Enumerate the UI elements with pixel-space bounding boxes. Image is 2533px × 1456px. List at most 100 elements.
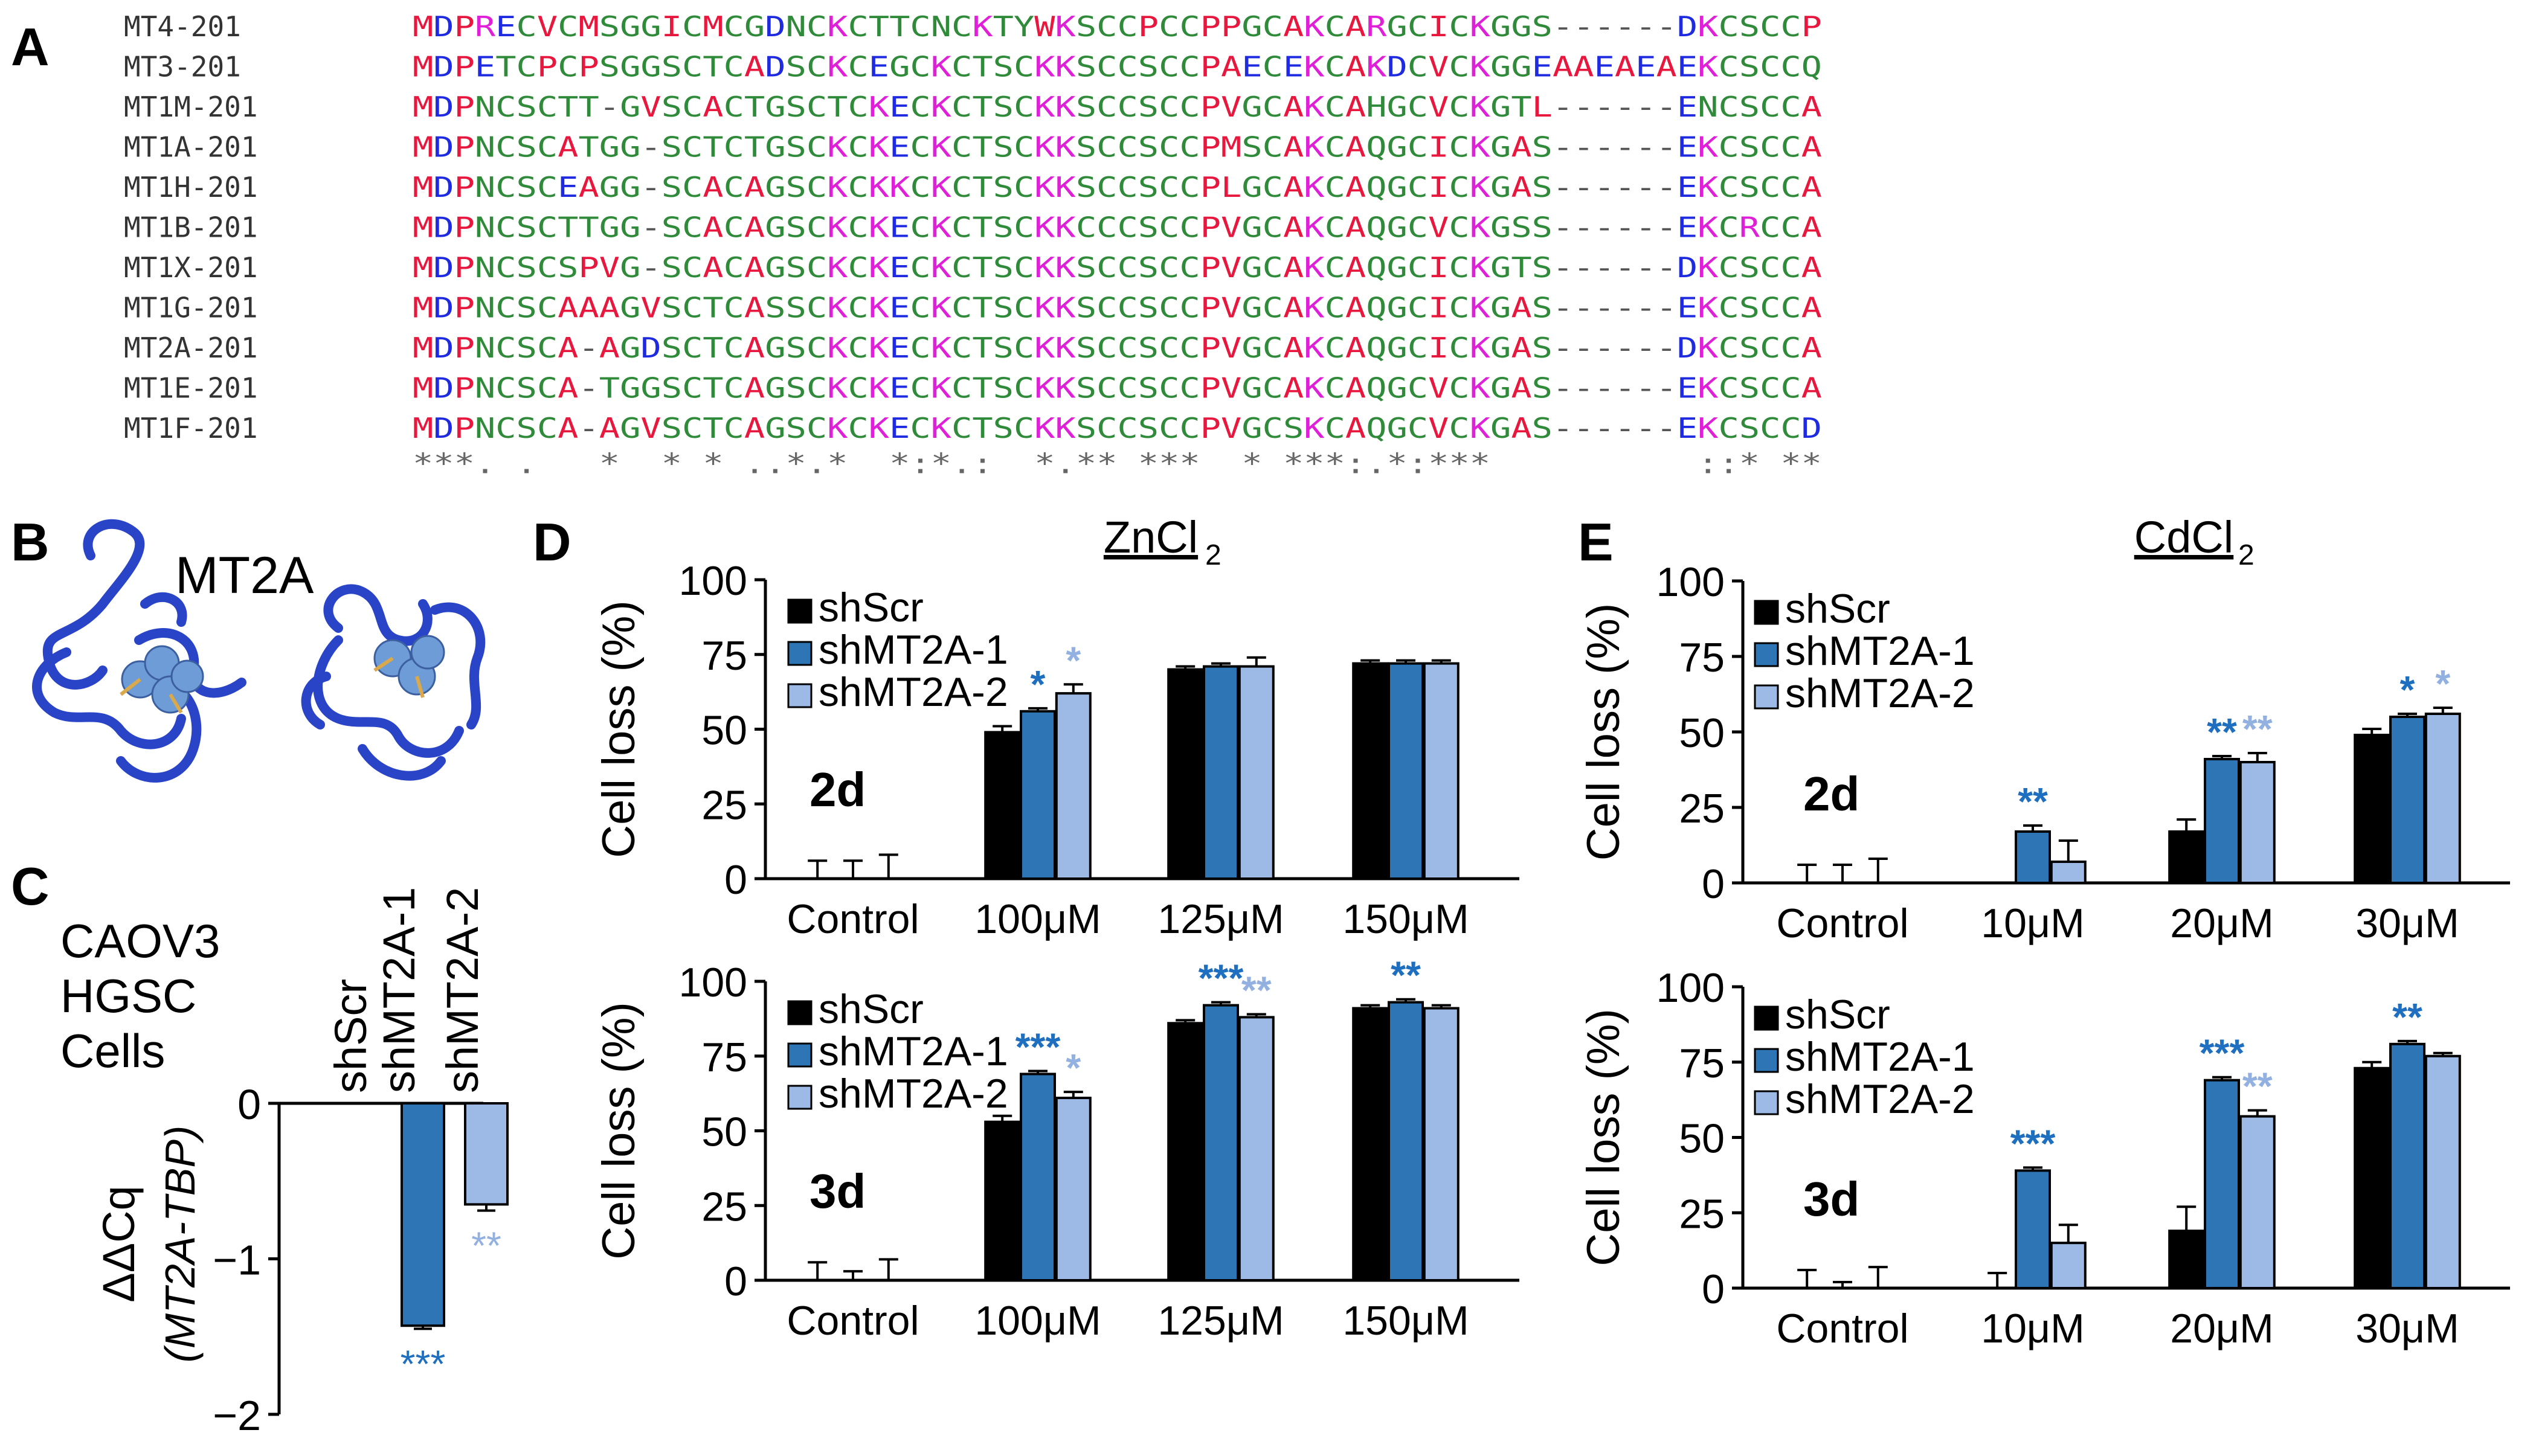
y-tick-label: 75	[701, 633, 747, 679]
bar	[2168, 830, 2205, 884]
bar	[1203, 1004, 1239, 1281]
significance-stars: **	[2392, 995, 2422, 1039]
legend-swatch	[787, 598, 813, 624]
bar	[2015, 830, 2051, 884]
bar	[1824, 882, 1861, 885]
significance-stars: ***	[2010, 1121, 2056, 1165]
bar	[799, 1279, 836, 1282]
bar	[1388, 1001, 1424, 1282]
y-tick-label: 75	[701, 1034, 747, 1080]
panel-label-e: E	[1578, 512, 1614, 572]
bar	[464, 1102, 509, 1206]
alignment-row-name: MT1E-201	[124, 372, 258, 405]
y-axis-label: ΔΔCq	[94, 1185, 144, 1302]
legend-swatch	[1754, 1005, 1779, 1031]
legend-label: shScr	[1785, 992, 1890, 1037]
bar	[2168, 1230, 2205, 1289]
bar	[1055, 1097, 1092, 1282]
bar	[2239, 1115, 2276, 1289]
category-label: Control	[1776, 1306, 1908, 1352]
bar	[2204, 1079, 2240, 1289]
cell-line-label: CAOV3	[60, 914, 220, 967]
category-label: 10μM	[1981, 1306, 2084, 1352]
significance-stars: ***	[1199, 957, 1244, 1000]
y-tick-label: 100	[1656, 559, 1725, 605]
alignment-row-name: MT1A-201	[124, 131, 258, 164]
category-label: shScr	[326, 979, 376, 1093]
category-label: 125μM	[1157, 1298, 1284, 1344]
alignment-row-name: MT4-201	[124, 10, 241, 43]
significance-stars: ***	[2200, 1031, 2245, 1075]
bar	[1238, 1016, 1275, 1282]
y-tick-label: 0	[724, 1259, 747, 1304]
panel-label-b: B	[11, 512, 50, 572]
category-label: Control	[1776, 900, 1908, 946]
legend-label: shMT2A-1	[819, 627, 1008, 673]
significance-stars: *	[1066, 638, 1081, 682]
y-axis-label: Cell loss (%)	[1578, 1009, 1629, 1266]
legend-swatch	[1754, 684, 1779, 710]
y-tick-label: −2	[213, 1392, 261, 1439]
y-tick-label: 25	[1679, 786, 1725, 832]
y-tick-label: 0	[724, 857, 747, 903]
category-label: 30μM	[2355, 900, 2459, 946]
legend-label: shMT2A-1	[1785, 1034, 1975, 1080]
significance-stars: **	[2242, 707, 2273, 751]
panel-label-d: D	[533, 512, 571, 572]
legend-swatch	[787, 1000, 813, 1025]
significance-stars: *	[2435, 662, 2450, 705]
legend-swatch	[1754, 1048, 1779, 1073]
bar	[2204, 758, 2240, 884]
mt2a-structure: MT2A	[32, 519, 486, 783]
bar	[1859, 1287, 1896, 1290]
alignment-row-name: MT1B-201	[124, 211, 258, 244]
bar	[1167, 1022, 1204, 1282]
y-tick-label: 0	[1702, 861, 1725, 907]
legend-label: shScr	[819, 585, 924, 630]
chart-title: CdCl	[2134, 512, 2233, 562]
bar	[2424, 1054, 2461, 1290]
zinc-atoms	[121, 635, 445, 714]
y-tick-label: 0	[237, 1081, 261, 1128]
y-tick-label: −1	[213, 1237, 261, 1284]
bar	[1020, 710, 1056, 880]
legend-swatch	[787, 683, 813, 708]
y-tick-label: 50	[1679, 1116, 1725, 1162]
bar	[1824, 1287, 1861, 1290]
bar	[2354, 1066, 2390, 1289]
legend-swatch	[787, 1085, 813, 1110]
alignment-consensus: ***. . * * * ..*.* *:*.: *.** *** * ***:…	[413, 447, 1822, 480]
panel-label-a: A	[11, 17, 50, 77]
timepoint-label: 2d	[809, 763, 866, 816]
sequence-alignment: MT4-201 M D P R E C V C M S G G I C M C G D N C K C T T C N C K T Y W K S…	[124, 10, 1822, 480]
bar	[1352, 1007, 1389, 1282]
y-tick-label: 50	[701, 708, 747, 754]
timepoint-label: 2d	[1803, 767, 1859, 821]
alignment-row-name: MT3-201	[124, 51, 241, 83]
bar	[2389, 716, 2425, 884]
y-tick-label: 25	[701, 1184, 747, 1230]
category-label: shMT2A-1	[374, 887, 424, 1093]
chart-title-subscript: 2	[2238, 539, 2255, 571]
bar	[984, 1120, 1021, 1282]
bar	[2050, 861, 2087, 884]
y-axis-label: Cell loss (%)	[593, 1002, 645, 1260]
cysteine-sticks	[120, 656, 425, 714]
bar	[2015, 1169, 2051, 1290]
bar	[1789, 882, 1826, 885]
timepoint-label: 3d	[809, 1164, 866, 1218]
significance-stars: **	[1241, 968, 1272, 1012]
y-tick-label: 50	[701, 1109, 747, 1155]
bar	[2354, 734, 2390, 884]
bar	[1789, 1287, 1826, 1290]
cell-line-label: HGSC	[60, 969, 196, 1022]
significance-stars: ***	[1015, 1025, 1061, 1069]
bar	[2424, 713, 2461, 884]
